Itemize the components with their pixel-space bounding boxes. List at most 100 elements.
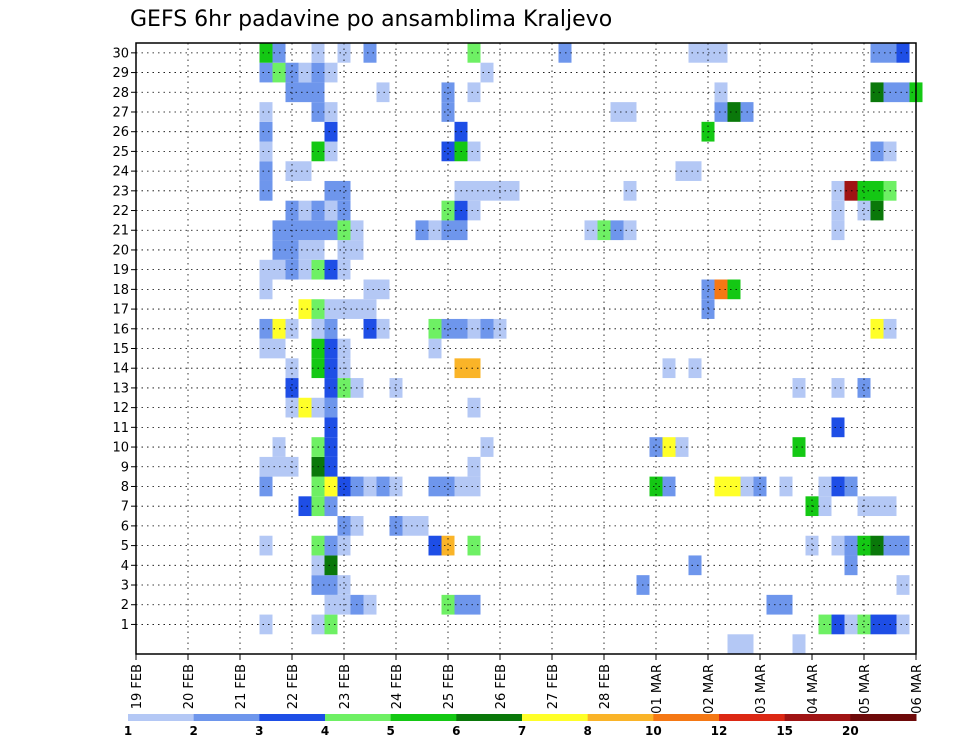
y-tick-label: 6 — [121, 519, 129, 534]
y-tick-label: 23 — [112, 184, 129, 199]
y-tick-label: 20 — [112, 243, 129, 258]
cell — [714, 476, 728, 497]
colorbar-label: 5 — [386, 724, 394, 738]
cell — [480, 437, 494, 457]
cell — [441, 82, 455, 103]
cell — [467, 594, 481, 615]
colorbar-swatch — [587, 714, 654, 721]
y-tick-label: 10 — [112, 441, 129, 456]
cell — [441, 535, 455, 556]
cell — [896, 614, 910, 635]
cell — [285, 397, 299, 418]
cell — [857, 614, 871, 635]
cell — [831, 180, 845, 201]
cell — [259, 338, 273, 359]
cell — [857, 180, 871, 201]
cell — [870, 535, 884, 556]
cell — [324, 456, 338, 477]
colorbar-label: 2 — [189, 724, 197, 738]
cell — [285, 82, 299, 103]
cell — [831, 535, 845, 556]
cell — [376, 318, 390, 339]
cell — [298, 62, 312, 83]
cell — [727, 634, 741, 654]
cell — [467, 358, 481, 379]
cell — [337, 43, 351, 63]
cell — [259, 279, 273, 300]
cell — [285, 200, 299, 221]
cell — [441, 318, 455, 339]
cell — [870, 614, 884, 635]
colorbar-label: 6 — [452, 724, 460, 738]
cell — [831, 417, 845, 438]
x-tick-label: 27 FEB — [546, 664, 561, 709]
cell — [480, 180, 494, 201]
x-tick-label: 23 FEB — [338, 664, 353, 709]
cell — [831, 220, 845, 241]
cell — [649, 476, 663, 497]
colorbar-swatch — [522, 714, 589, 721]
cell — [298, 299, 312, 319]
y-tick-label: 8 — [121, 480, 129, 495]
cell — [870, 141, 884, 162]
cell — [792, 634, 806, 654]
x-tick-label: 26 FEB — [494, 664, 509, 709]
cell — [285, 318, 299, 339]
cell — [298, 200, 312, 221]
cell — [623, 220, 637, 241]
cell — [298, 259, 312, 280]
cell — [285, 378, 299, 398]
y-tick-label: 30 — [112, 46, 129, 61]
x-tick-label: 04 MAR — [806, 664, 821, 714]
cell — [376, 82, 390, 103]
colorbar-swatch — [128, 714, 195, 721]
cell — [259, 318, 273, 339]
cell — [727, 279, 741, 300]
cell — [480, 318, 494, 339]
y-axis: 1234567891011121314151617181920212223242… — [112, 46, 136, 633]
cell — [805, 535, 819, 556]
chart-title: GEFS 6hr padavine po ansamblima Kraljevo — [130, 7, 612, 32]
colorbar-label: 7 — [518, 724, 526, 738]
x-tick-label: 22 FEB — [286, 664, 301, 709]
x-tick-label: 25 FEB — [442, 664, 457, 709]
cell — [324, 535, 338, 556]
cell — [337, 516, 351, 536]
y-tick-label: 24 — [112, 165, 129, 180]
y-tick-label: 22 — [112, 204, 129, 219]
y-tick-label: 1 — [121, 618, 129, 633]
cell — [324, 102, 338, 122]
cell — [870, 180, 884, 201]
cell — [428, 338, 442, 359]
cell — [324, 62, 338, 83]
cell — [714, 102, 728, 122]
cell — [259, 535, 273, 556]
cell — [337, 299, 351, 319]
cell — [467, 200, 481, 221]
cell — [584, 220, 598, 241]
cell — [896, 575, 910, 595]
cell — [298, 496, 312, 517]
cell — [831, 614, 845, 635]
cell — [467, 397, 481, 418]
cell — [337, 476, 351, 497]
cell — [337, 240, 351, 260]
y-tick-label: 15 — [112, 342, 129, 357]
cell — [259, 161, 273, 181]
y-tick-label: 27 — [112, 105, 129, 120]
cell — [896, 82, 910, 103]
cell — [337, 180, 351, 201]
cell — [870, 318, 884, 339]
colorbar-swatch — [390, 714, 457, 721]
cell — [688, 358, 702, 379]
cell — [792, 437, 806, 457]
cell — [870, 43, 884, 63]
cell — [259, 180, 273, 201]
colorbar-swatch — [653, 714, 720, 721]
cell — [363, 594, 377, 615]
cell — [870, 496, 884, 517]
y-tick-label: 5 — [121, 539, 129, 554]
cell — [610, 102, 624, 122]
cell — [337, 575, 351, 595]
y-tick-label: 14 — [112, 362, 129, 377]
